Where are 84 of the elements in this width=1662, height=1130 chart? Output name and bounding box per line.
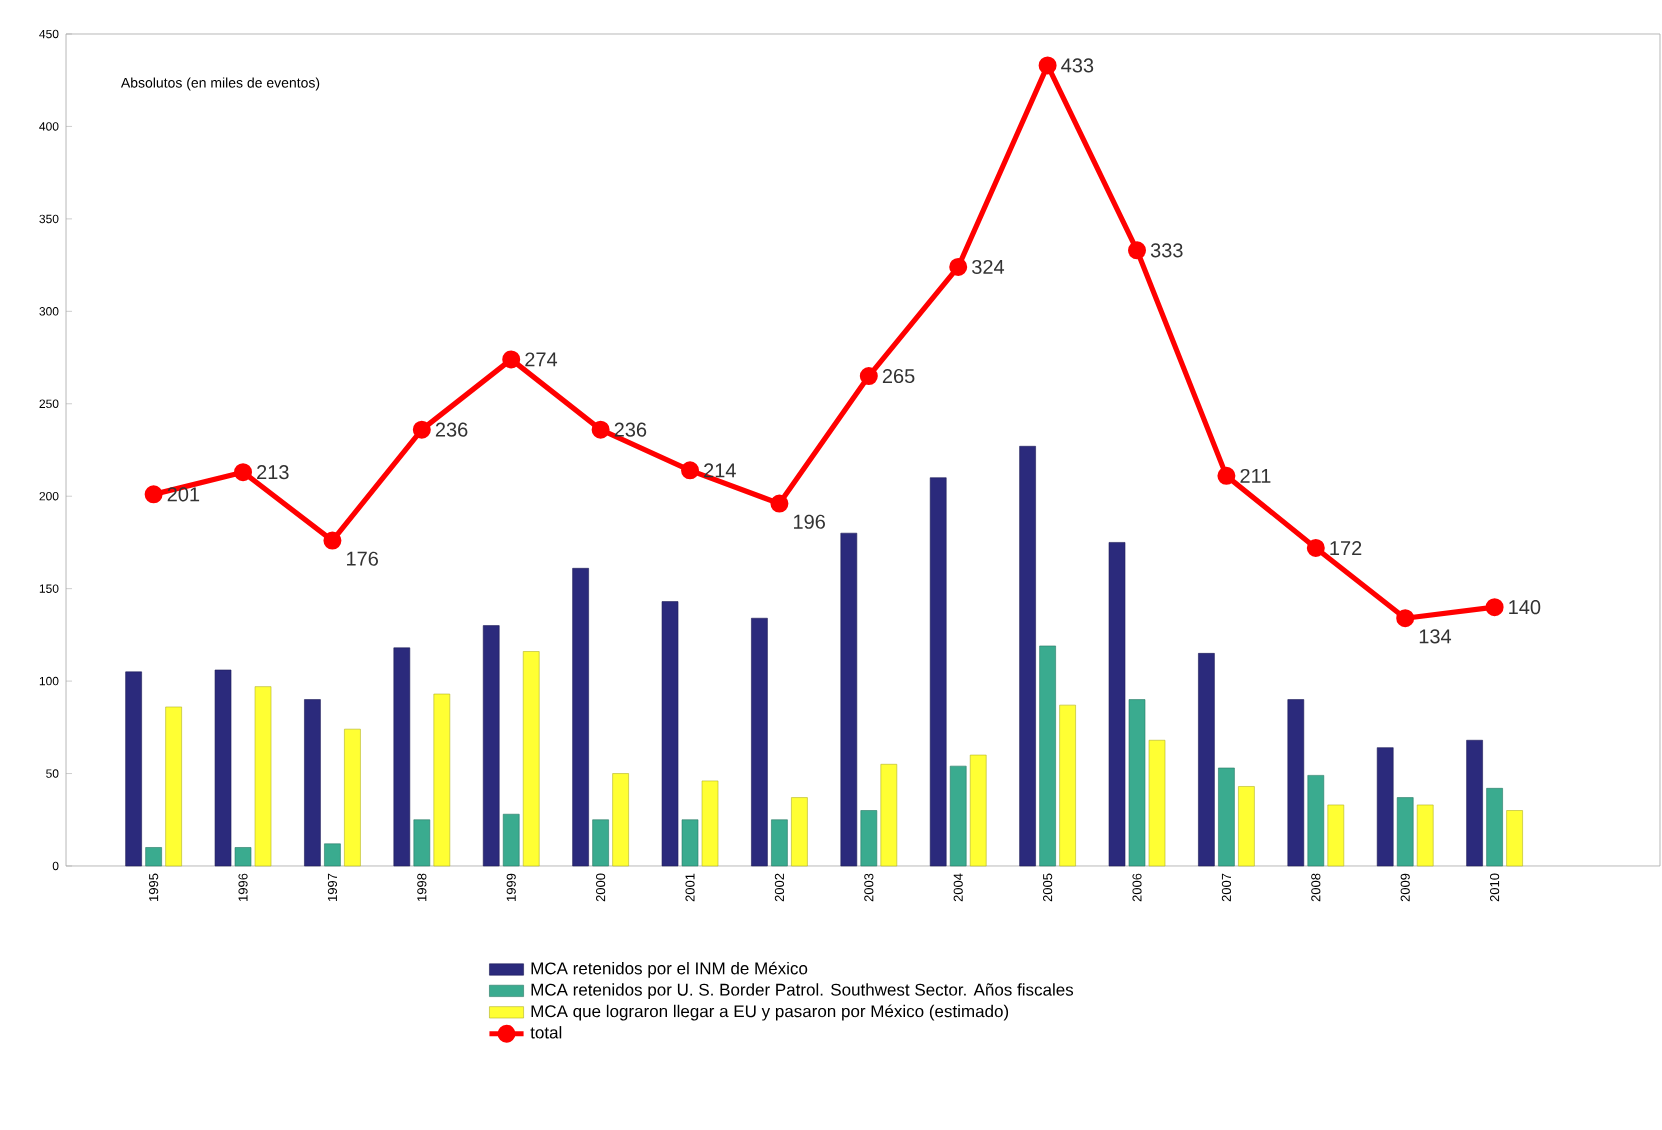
bar [612,773,629,867]
bar [661,601,679,867]
bar [482,625,500,867]
bar [1287,699,1305,867]
bar [1486,788,1503,867]
bar [1416,804,1434,867]
bar [522,651,540,867]
bar [1128,699,1146,867]
bar [393,647,411,867]
bar [324,843,341,867]
point [859,367,878,386]
data-label: 176 [347,551,378,566]
point [1306,538,1325,557]
point [591,420,610,439]
bar [1019,445,1036,867]
bar [880,763,898,867]
data-label: 214 [704,463,736,478]
point [144,485,163,504]
point [412,420,431,439]
bar [791,797,808,867]
bar [254,686,272,867]
bar [1376,747,1394,867]
point [681,461,700,480]
bar [840,532,858,867]
data-label: 201 [167,487,200,502]
bar [1506,810,1523,867]
point [1396,609,1415,628]
bar [1466,739,1483,867]
bar [125,671,142,867]
bar [214,669,232,867]
data-label: 196 [794,514,825,529]
bar [433,693,451,867]
data-label: 433 [1061,58,1094,73]
point [1217,466,1236,485]
bar [1307,775,1325,867]
data-label: 140 [1509,600,1541,615]
data-label: 134 [1419,629,1452,644]
bar [969,754,987,867]
bar [1238,786,1255,867]
data-label: 211 [1240,468,1271,483]
legend-label: MCA retenidos por U. S. Border Patrol. Southwest Sector. Años fiscales [531,983,1074,1000]
point [1128,241,1147,260]
bar [1327,804,1345,867]
bar [771,819,788,867]
bar [413,819,431,867]
bar [949,765,967,867]
point [1038,56,1057,75]
bar [304,699,321,867]
data-label: 213 [257,465,289,480]
point [323,531,342,550]
bar [1198,653,1215,867]
bar [165,706,182,867]
bar [860,810,878,867]
data-label: 236 [614,422,647,437]
point [234,463,253,482]
point [949,257,968,276]
legend-label: MCA que lograron llegar a EU y pasaron por México (estimado) [531,1004,1009,1021]
legend-label: MCA retenidos por el INM de México [531,961,808,978]
bar [572,568,589,867]
data-label: 324 [972,259,1005,275]
bar [502,813,520,867]
data-label: 265 [882,368,915,384]
bar [1059,704,1076,867]
bar [1218,767,1235,867]
bar [751,617,768,867]
bar [592,819,609,867]
data-label: 274 [525,352,558,367]
bar [1396,797,1414,867]
bar [701,780,719,867]
bar [681,819,699,867]
data-label: 333 [1150,243,1183,258]
data-label: 172 [1330,541,1362,555]
point [502,350,521,369]
bar [234,847,252,867]
bar [929,477,947,867]
bar [145,847,162,867]
point [1485,598,1504,617]
legend-label: total [530,1026,562,1039]
bar [1039,645,1056,867]
data-label: 236 [435,422,468,437]
bar [1148,739,1166,867]
bar [344,728,361,867]
bar [1108,542,1126,867]
point [770,494,789,513]
